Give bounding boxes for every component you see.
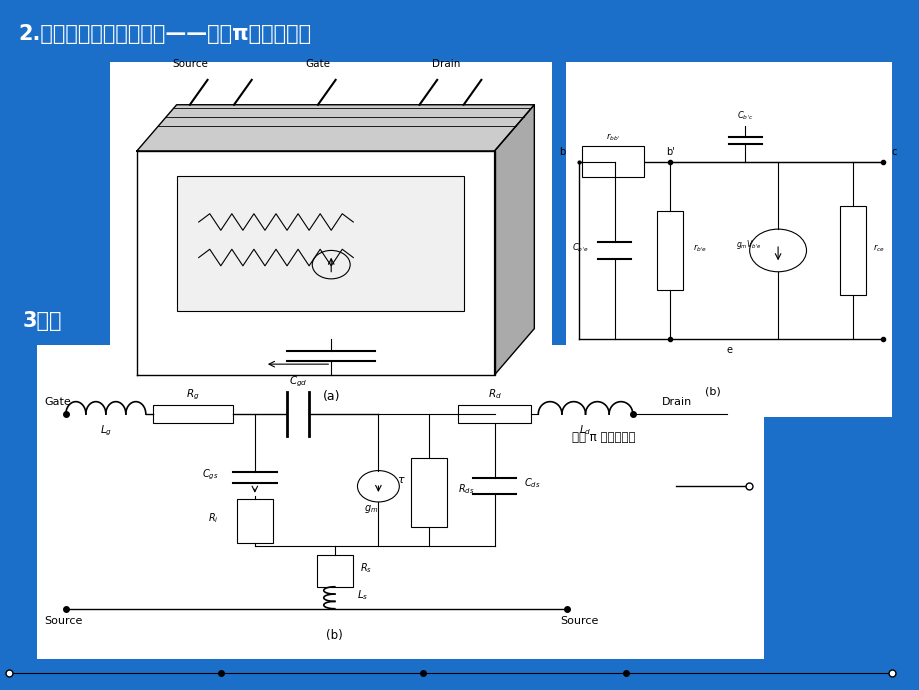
Text: $L_g$: $L_g$ xyxy=(99,423,112,437)
Text: $L_d$: $L_d$ xyxy=(579,423,591,437)
Text: $r_{ce}$: $r_{ce}$ xyxy=(872,242,884,254)
Text: $R_i$: $R_i$ xyxy=(208,511,219,524)
Text: $r_{b'e}$: $r_{b'e}$ xyxy=(692,242,707,254)
Text: 2.高频晶体管的物理模型——混合π型等效电路: 2.高频晶体管的物理模型——混合π型等效电路 xyxy=(18,24,312,44)
Text: $C_{b'e}$: $C_{b'e}$ xyxy=(572,241,588,254)
Text: $C_{gd}$: $C_{gd}$ xyxy=(289,375,307,389)
Text: $R_s$: $R_s$ xyxy=(360,561,372,575)
Text: Source: Source xyxy=(560,616,598,627)
Text: b': b' xyxy=(665,147,674,157)
Bar xyxy=(582,146,643,177)
Bar xyxy=(153,406,233,423)
Bar xyxy=(236,499,273,543)
Text: Drain: Drain xyxy=(431,59,460,69)
Text: $g_mV_{b'e}$: $g_mV_{b'e}$ xyxy=(735,238,761,251)
Bar xyxy=(0,0,919,59)
Text: $R_d$: $R_d$ xyxy=(487,388,501,402)
Text: $R_g$: $R_g$ xyxy=(186,388,199,402)
Text: $r_{bb'}$: $r_{bb'}$ xyxy=(606,131,619,143)
Bar xyxy=(458,406,530,423)
Text: Drain: Drain xyxy=(661,397,691,406)
Text: $R_{ds}$: $R_{ds}$ xyxy=(458,482,474,496)
Text: Source: Source xyxy=(44,616,83,627)
Bar xyxy=(411,458,447,527)
Text: Source: Source xyxy=(172,59,208,69)
Polygon shape xyxy=(137,105,534,151)
Text: 混合 π 型等效电路: 混合 π 型等效电路 xyxy=(572,431,635,444)
Text: Gate: Gate xyxy=(305,59,330,69)
Text: $g_m$: $g_m$ xyxy=(364,504,378,515)
Text: c: c xyxy=(891,147,896,157)
Bar xyxy=(176,176,463,311)
Bar xyxy=(565,62,891,417)
Text: $L_s$: $L_s$ xyxy=(357,588,368,602)
Bar xyxy=(839,206,866,295)
Text: b: b xyxy=(558,147,564,157)
Text: 3．晶: 3．晶 xyxy=(23,311,62,331)
Text: $C_{gs}$: $C_{gs}$ xyxy=(202,467,219,482)
Text: Gate: Gate xyxy=(44,397,71,406)
Polygon shape xyxy=(494,105,534,375)
Text: $C_{b'c}$: $C_{b'c}$ xyxy=(736,110,753,122)
Text: (a): (a) xyxy=(322,391,340,403)
Text: e: e xyxy=(725,345,732,355)
Polygon shape xyxy=(137,151,494,375)
Text: $\tau$: $\tau$ xyxy=(396,475,405,485)
Text: (b): (b) xyxy=(704,386,720,396)
Text: (b): (b) xyxy=(326,629,343,642)
Bar xyxy=(316,555,353,586)
Text: $C_{ds}$: $C_{ds}$ xyxy=(523,476,539,490)
Bar xyxy=(37,345,763,659)
Bar xyxy=(110,62,551,417)
Bar xyxy=(656,211,683,290)
